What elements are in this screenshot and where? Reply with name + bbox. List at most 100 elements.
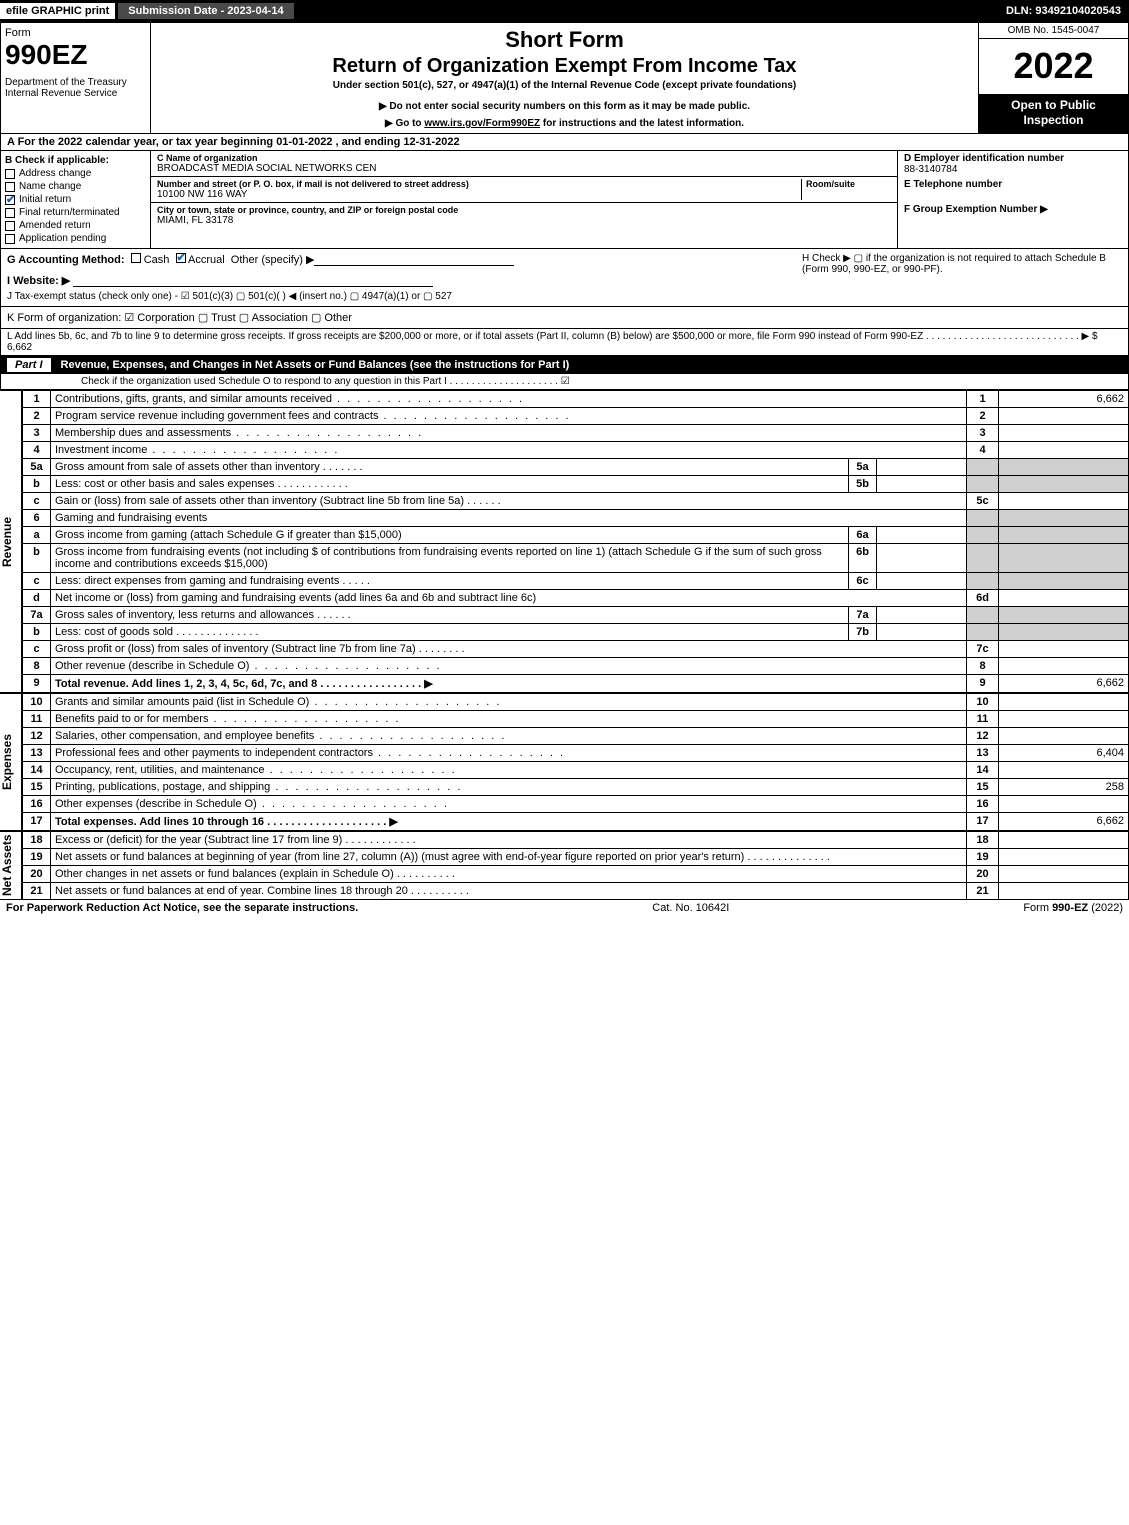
expenses-table: 10Grants and similar amounts paid (list … <box>22 693 1129 831</box>
room-label: Room/suite <box>806 179 891 189</box>
row-k: K Form of organization: ☑ Corporation ▢ … <box>0 307 1129 329</box>
line-15: 15Printing, publications, postage, and s… <box>23 779 1129 796</box>
line-6: 6Gaming and fundraising events <box>23 510 1129 527</box>
line-desc: Total revenue. Add lines 1, 2, 3, 4, 5c,… <box>55 678 433 690</box>
expenses-vlabel: Expenses <box>0 693 22 831</box>
line-desc: Investment income <box>55 444 147 456</box>
efile-label[interactable]: efile GRAPHIC print <box>0 3 115 19</box>
line-desc: Less: direct expenses from gaming and fu… <box>55 575 339 587</box>
revenue-vlabel: Revenue <box>0 390 22 693</box>
top-bar: efile GRAPHIC print Submission Date - 20… <box>0 0 1129 22</box>
row-j: J Tax-exempt status (check only one) - ☑… <box>7 291 796 302</box>
chk-address[interactable]: Address change <box>5 168 146 179</box>
form-label: Form <box>5 27 146 39</box>
line-19: 19Net assets or fund balances at beginni… <box>23 849 1129 866</box>
part1-label: Part I <box>7 358 51 372</box>
line-desc: Gross income from fundraising events (no… <box>51 544 849 573</box>
g-other-line[interactable] <box>314 254 514 266</box>
open-inspection: Open to Public Inspection <box>979 94 1128 133</box>
line-desc: Less: cost or other basis and sales expe… <box>55 478 275 490</box>
line-3: 3Membership dues and assessments3 <box>23 425 1129 442</box>
website-line[interactable] <box>73 275 433 287</box>
row-a: A For the 2022 calendar year, or tax yea… <box>0 134 1129 151</box>
submission-date: Submission Date - 2023-04-14 <box>118 3 293 19</box>
line-20: 20Other changes in net assets or fund ba… <box>23 866 1129 883</box>
org-name: BROADCAST MEDIA SOCIAL NETWORKS CEN <box>157 163 891 174</box>
street-value: 10100 NW 116 WAY <box>157 189 801 200</box>
line-desc: Benefits paid to or for members <box>55 713 208 725</box>
chk-label: Final return/terminated <box>19 207 120 218</box>
col-b: B Check if applicable: Address change Na… <box>1 151 151 248</box>
line-6d: dNet income or (loss) from gaming and fu… <box>23 590 1129 607</box>
title-under: Under section 501(c), 527, or 4947(a)(1)… <box>159 80 970 91</box>
line-16: 16Other expenses (describe in Schedule O… <box>23 796 1129 813</box>
part1-bar: Part I Revenue, Expenses, and Changes in… <box>1 356 1128 374</box>
header-center: Short Form Return of Organization Exempt… <box>151 23 978 133</box>
title-return: Return of Organization Exempt From Incom… <box>159 55 970 78</box>
street-label: Number and street (or P. O. box, if mail… <box>157 179 801 189</box>
line-desc: Contributions, gifts, grants, and simila… <box>55 393 332 405</box>
chk-name[interactable]: Name change <box>5 181 146 192</box>
dept-label: Department of the Treasury Internal Reve… <box>5 77 146 99</box>
line-6a: aGross income from gaming (attach Schedu… <box>23 527 1129 544</box>
row-gh: G Accounting Method: Cash Accrual Other … <box>0 249 1129 307</box>
line-desc: Other changes in net assets or fund bala… <box>55 868 394 880</box>
chk-pending[interactable]: Application pending <box>5 233 146 244</box>
f-group: F Group Exemption Number ▶ <box>904 204 1122 215</box>
checkbox-icon[interactable] <box>131 253 141 263</box>
city-value: MIAMI, FL 33178 <box>157 215 891 226</box>
dln: DLN: 93492104020543 <box>1006 5 1129 17</box>
goto-link[interactable]: www.irs.gov/Form990EZ <box>424 118 540 129</box>
chk-initial[interactable]: Initial return <box>5 194 146 205</box>
line-6b: bGross income from fundraising events (n… <box>23 544 1129 573</box>
goto-pre: ▶ Go to <box>385 118 424 129</box>
line-desc: Grants and similar amounts paid (list in… <box>55 696 309 708</box>
e-tel-label: E Telephone number <box>904 179 1122 190</box>
notice-donot: ▶ Do not enter social security numbers o… <box>159 101 970 112</box>
g-other: Other (specify) ▶ <box>231 254 315 266</box>
line-desc: Net assets or fund balances at end of ye… <box>55 885 408 897</box>
footer-right: Form 990-EZ (2022) <box>1023 902 1123 914</box>
col-def: D Employer identification number 88-3140… <box>898 151 1128 248</box>
checkbox-icon <box>5 208 15 218</box>
footer-left: For Paperwork Reduction Act Notice, see … <box>6 902 358 914</box>
line-desc: Net income or (loss) from gaming and fun… <box>51 590 967 607</box>
line-desc: Gross income from gaming (attach Schedul… <box>51 527 849 544</box>
line-1: 1Contributions, gifts, grants, and simil… <box>23 391 1129 408</box>
line-7a: 7aGross sales of inventory, less returns… <box>23 607 1129 624</box>
line-13: 13Professional fees and other payments t… <box>23 745 1129 762</box>
notice-goto: ▶ Go to www.irs.gov/Form990EZ for instru… <box>159 118 970 129</box>
line-7c: cGross profit or (loss) from sales of in… <box>23 641 1129 658</box>
line-desc: Gross amount from sale of assets other t… <box>55 461 320 473</box>
line-desc: Excess or (deficit) for the year (Subtra… <box>55 834 342 846</box>
checkbox-icon[interactable] <box>176 253 186 263</box>
chk-label: Application pending <box>19 233 106 244</box>
goto-post: for instructions and the latest informat… <box>540 118 744 129</box>
omb-number: OMB No. 1545-0047 <box>979 23 1128 39</box>
expenses-section: Expenses 10Grants and similar amounts pa… <box>0 693 1129 831</box>
form-number: 990EZ <box>5 39 146 71</box>
line-5c: cGain or (loss) from sale of assets othe… <box>23 493 1129 510</box>
tax-year: 2022 <box>979 39 1128 94</box>
line-desc: Professional fees and other payments to … <box>55 747 373 759</box>
checkbox-icon <box>5 182 15 192</box>
line-8: 8Other revenue (describe in Schedule O)8 <box>23 658 1129 675</box>
netassets-vlabel: Net Assets <box>0 831 22 900</box>
chk-label: Initial return <box>19 194 71 205</box>
row-h: H Check ▶ ▢ if the organization is not r… <box>802 253 1122 275</box>
line-5b: bLess: cost or other basis and sales exp… <box>23 476 1129 493</box>
line-desc: Net assets or fund balances at beginning… <box>55 851 744 863</box>
line-17: 17Total expenses. Add lines 10 through 1… <box>23 813 1129 831</box>
row-g: G Accounting Method: Cash Accrual Other … <box>7 253 796 302</box>
chk-final[interactable]: Final return/terminated <box>5 207 146 218</box>
line-desc: Other expenses (describe in Schedule O) <box>55 798 257 810</box>
b-header: B Check if applicable: <box>5 155 146 166</box>
chk-amended[interactable]: Amended return <box>5 220 146 231</box>
line-7b: bLess: cost of goods sold . . . . . . . … <box>23 624 1129 641</box>
section-bcdef: B Check if applicable: Address change Na… <box>0 151 1129 249</box>
chk-label: Address change <box>19 168 91 179</box>
line-21: 21Net assets or fund balances at end of … <box>23 883 1129 900</box>
line-10: 10Grants and similar amounts paid (list … <box>23 694 1129 711</box>
street-block: Number and street (or P. O. box, if mail… <box>151 177 897 203</box>
col-c: C Name of organization BROADCAST MEDIA S… <box>151 151 898 248</box>
